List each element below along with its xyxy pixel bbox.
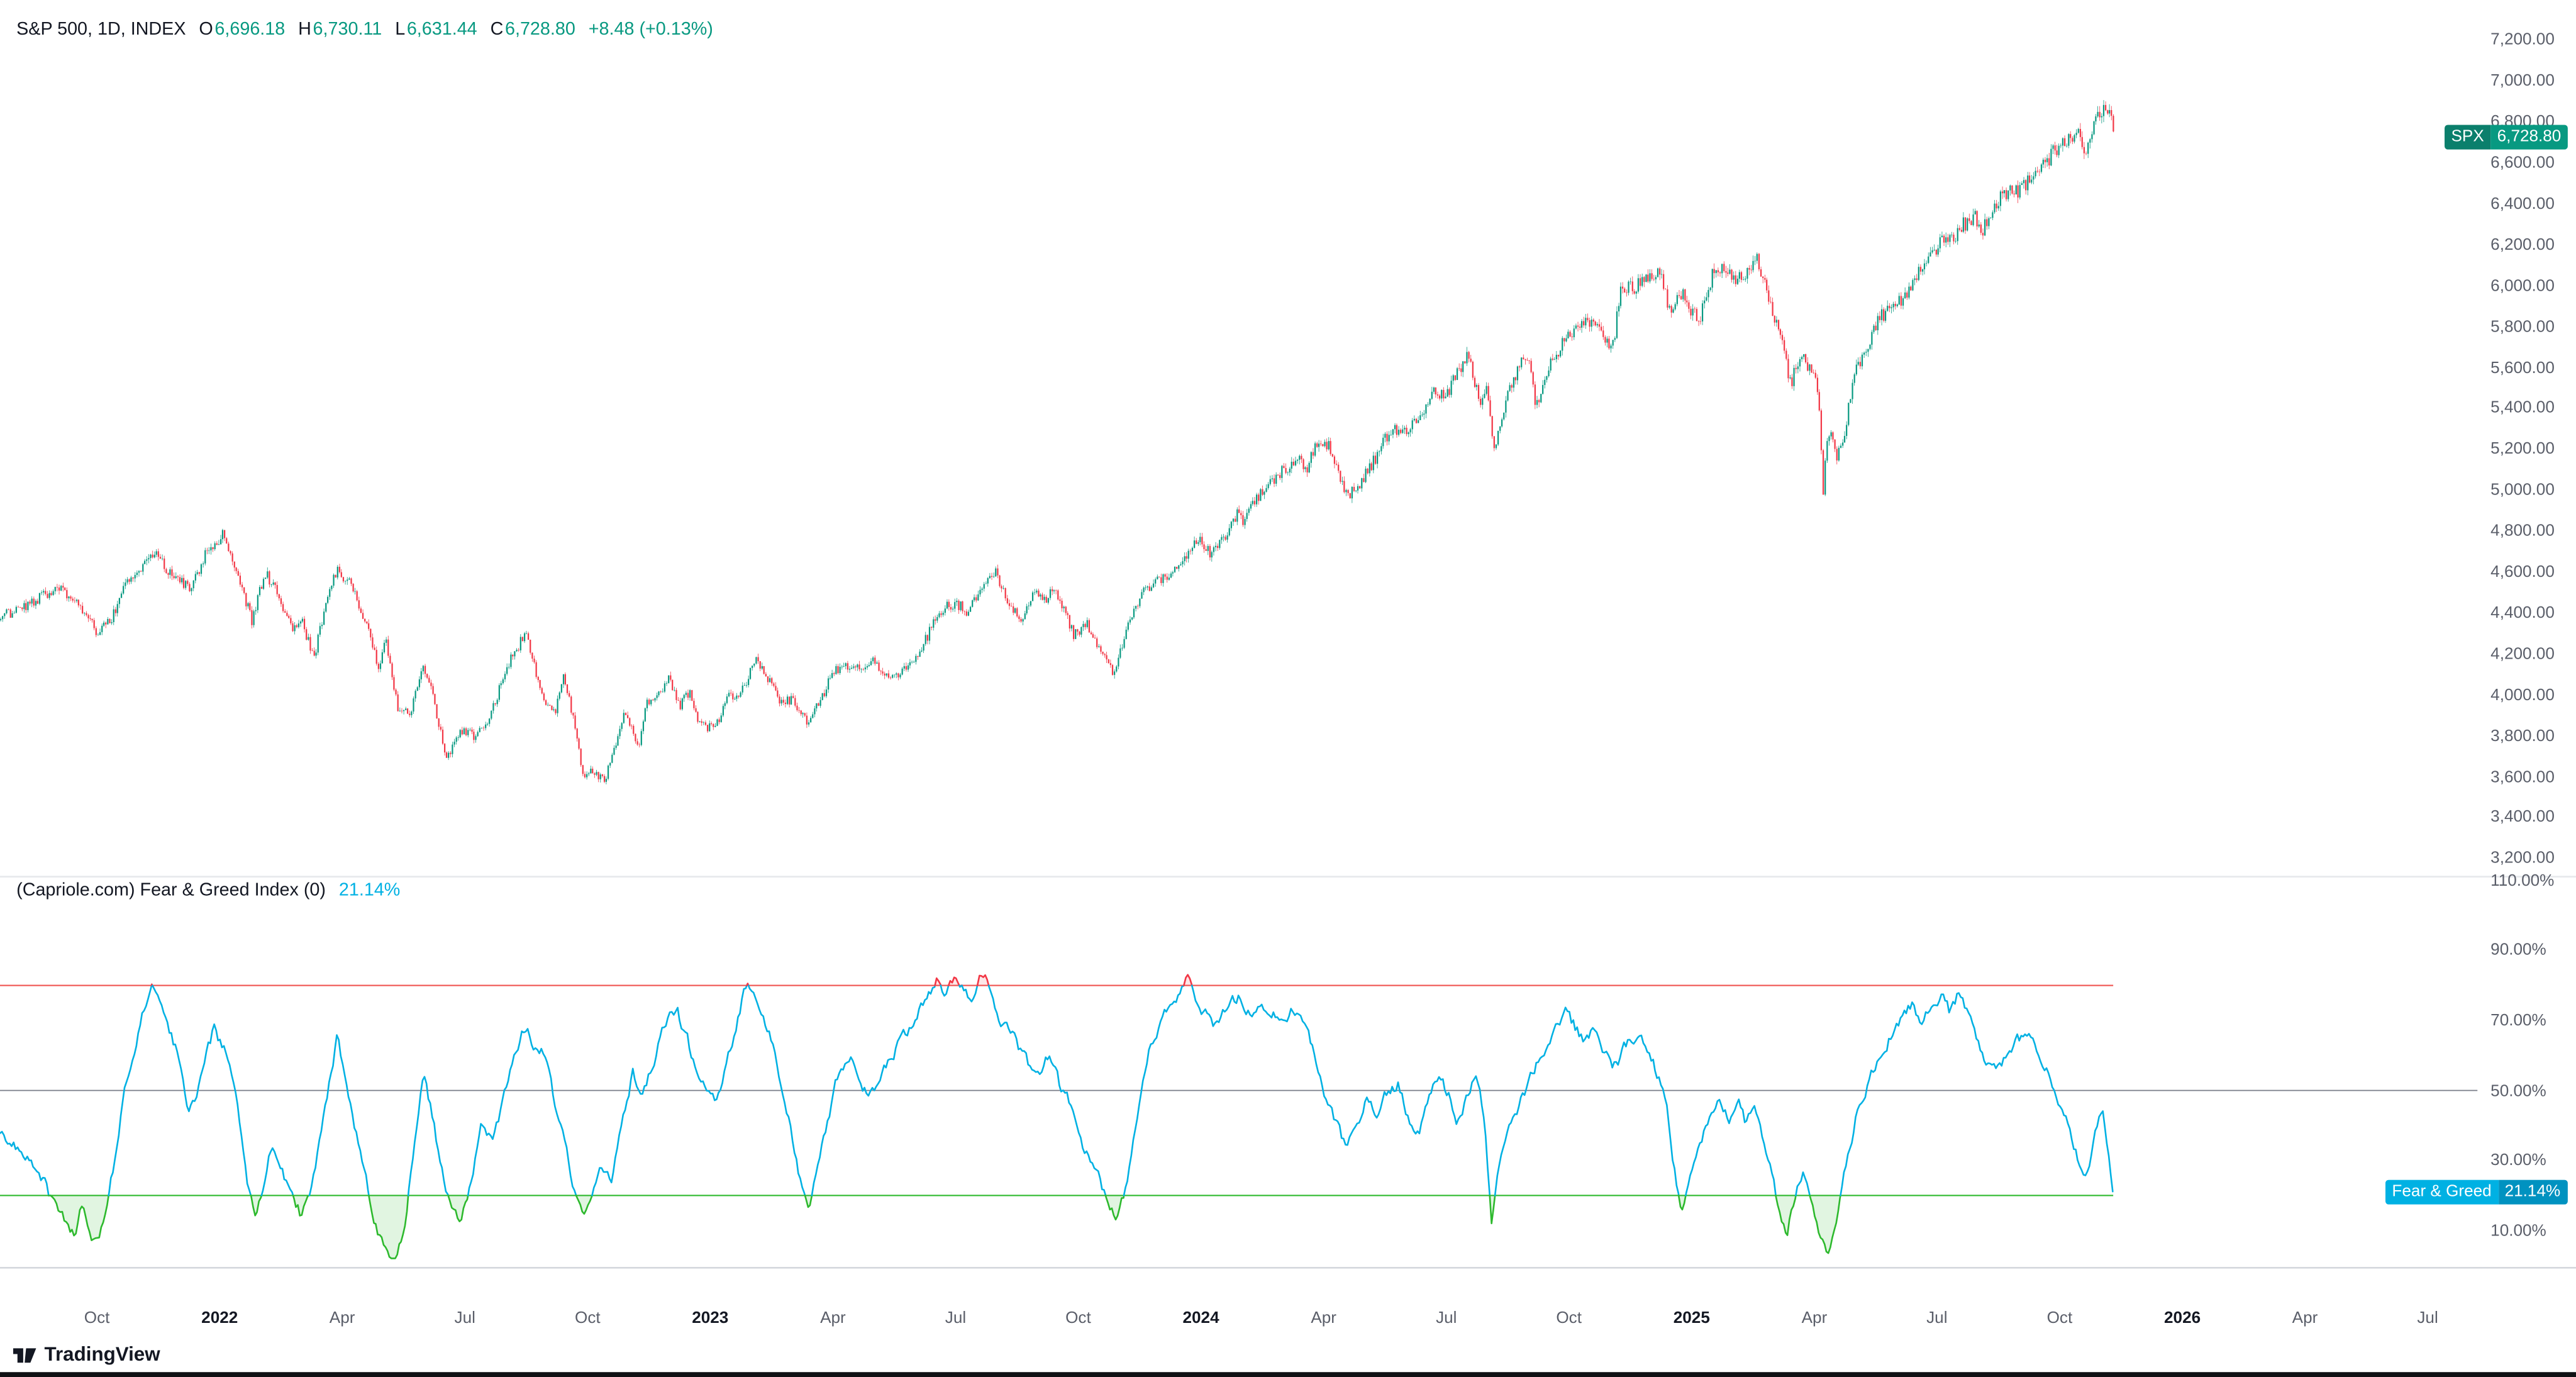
percent-axis-tick: 10.00% <box>2490 1222 2546 1240</box>
time-axis-label: 2025 <box>1673 1309 1710 1328</box>
percent-axis-tick: 110.00% <box>2490 872 2555 891</box>
time-axis-label: Oct <box>575 1309 601 1328</box>
fg-pane-legend: (Capriole.com) Fear & Greed Index (0) 21… <box>16 881 400 900</box>
symbol-title[interactable]: S&P 500, 1D, INDEX <box>16 20 186 40</box>
price-axis-tick: 7,000.00 <box>2490 72 2555 91</box>
price-axis-tick: 5,400.00 <box>2490 399 2555 418</box>
price-axis-tick: 5,600.00 <box>2490 359 2555 377</box>
price-axis-tick: 5,800.00 <box>2490 318 2555 337</box>
close-value: 6,728.80 <box>504 20 575 40</box>
price-axis-tick: 4,800.00 <box>2490 523 2555 541</box>
change-value: +8.48 (+0.13%) <box>588 20 713 40</box>
ohlc-open: O 6,696.18 <box>199 20 285 39</box>
fg-badge-value: 21.14% <box>2498 1179 2567 1204</box>
price-axis-tick: 4,000.00 <box>2490 686 2555 705</box>
price-axis-tick: 3,800.00 <box>2490 727 2555 745</box>
spx-badge-price: 6,728.80 <box>2490 124 2568 149</box>
price-axis-tick: 5,200.00 <box>2490 440 2555 459</box>
tradingview-logo[interactable]: TradingView <box>13 1342 160 1366</box>
time-axis-label: 2024 <box>1182 1309 1219 1328</box>
price-pane-legend: S&P 500, 1D, INDEX O 6,696.18 H 6,730.11 L… <box>16 20 713 39</box>
tradingview-logo-icon <box>13 1348 36 1363</box>
time-axis[interactable]: Oct 2022 Apr Jul Oct 2023 Apr Jul Oct 2024 Apr Jul O… <box>0 1267 2576 1341</box>
open-label: O <box>199 20 213 40</box>
fg-badge-label: Fear & Greed <box>2385 1179 2499 1204</box>
indicator-value: 21.14% <box>338 881 401 901</box>
ohlc-low: L 6,631.44 <box>395 20 477 39</box>
price-axis-tick: 6,400.00 <box>2490 195 2555 214</box>
indicator-title[interactable]: (Capriole.com) Fear & Greed Index (0) <box>16 881 326 901</box>
ohlc-high: H 6,730.11 <box>298 20 382 39</box>
time-axis-label: Oct <box>84 1309 110 1328</box>
time-axis-label: Apr <box>1801 1309 1828 1328</box>
time-axis-label: Apr <box>820 1309 846 1328</box>
price-axis-tick: 4,600.00 <box>2490 564 2555 582</box>
percent-axis-tick: 90.00% <box>2490 942 2546 961</box>
percent-axis[interactable]: 110.00% 90.00% 70.00% 50.00% 30.00% 10.00% <box>2480 867 2576 1270</box>
price-axis-tick: 4,400.00 <box>2490 605 2555 623</box>
pane-separator[interactable] <box>0 876 2576 878</box>
window-bottom-edge <box>0 1372 2576 1377</box>
low-value: 6,631.44 <box>406 20 477 40</box>
fear-greed-badge: Fear & Greed 21.14% <box>2385 1179 2567 1204</box>
time-axis-separator <box>0 1267 2576 1269</box>
price-axis-tick: 6,000.00 <box>2490 277 2555 296</box>
price-axis-tick: 3,400.00 <box>2490 809 2555 827</box>
tradingview-logo-text: TradingView <box>44 1342 160 1366</box>
time-axis-label: Jul <box>454 1309 475 1328</box>
percent-axis-tick: 50.00% <box>2490 1082 2546 1101</box>
open-value: 6,696.18 <box>214 20 286 40</box>
price-axis-tick: 3,600.00 <box>2490 768 2555 786</box>
time-axis-label: 2026 <box>2164 1309 2201 1328</box>
price-axis-tick: 7,200.00 <box>2490 31 2555 50</box>
time-axis-label: Jul <box>1926 1309 1948 1328</box>
spx-badge-symbol: SPX <box>2445 124 2491 149</box>
time-axis-label: 2023 <box>692 1309 729 1328</box>
price-axis-tick: 6,600.00 <box>2490 154 2555 173</box>
time-axis-label: Oct <box>2046 1309 2073 1328</box>
close-label: C <box>490 20 504 40</box>
percent-axis-tick: 30.00% <box>2490 1152 2546 1171</box>
time-axis-label: Jul <box>945 1309 967 1328</box>
time-axis-label: Apr <box>2292 1309 2318 1328</box>
spx-price-badge: SPX 6,728.80 <box>2445 124 2568 149</box>
time-axis-label: Apr <box>1311 1309 1336 1328</box>
price-axis-tick: 3,200.00 <box>2490 850 2555 869</box>
price-axis-tick: 6,200.00 <box>2490 236 2555 255</box>
price-axis-tick: 4,200.00 <box>2490 645 2555 664</box>
percent-axis-tick: 70.00% <box>2490 1012 2546 1030</box>
time-axis-label: Oct <box>1065 1309 1091 1328</box>
ohlc-close: C 6,728.80 <box>491 20 575 39</box>
high-label: H <box>298 20 311 40</box>
price-axis-tick: 5,000.00 <box>2490 482 2555 500</box>
time-axis-label: Jul <box>2417 1309 2438 1328</box>
time-axis-label: Apr <box>329 1309 355 1328</box>
time-axis-label: Jul <box>1436 1309 1457 1328</box>
high-value: 6,730.11 <box>313 20 382 40</box>
low-label: L <box>395 20 406 40</box>
time-axis-label: 2022 <box>201 1309 238 1328</box>
time-axis-label: Oct <box>1556 1309 1582 1328</box>
